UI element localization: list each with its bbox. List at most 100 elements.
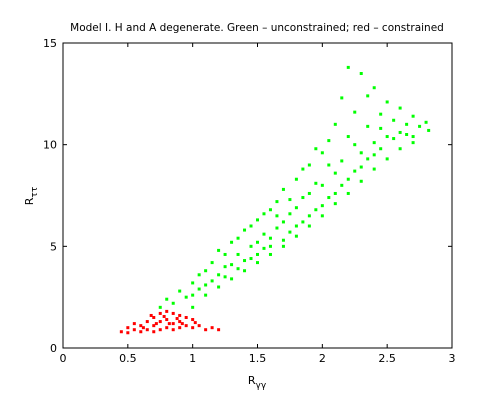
scatter-point bbox=[236, 267, 240, 271]
scatter-point bbox=[217, 248, 221, 252]
scatter-point bbox=[217, 328, 221, 332]
scatter-point bbox=[359, 165, 363, 169]
scatter-point bbox=[320, 183, 324, 187]
scatter-point bbox=[230, 240, 234, 244]
scatter-point bbox=[346, 135, 350, 139]
scatter-point bbox=[152, 330, 156, 334]
scatter-point bbox=[262, 232, 266, 236]
scatter-point bbox=[385, 157, 389, 161]
scatter-point bbox=[223, 275, 227, 279]
scatter-point bbox=[158, 328, 162, 332]
scatter-point bbox=[165, 297, 169, 301]
y-tick-label: 0 bbox=[50, 342, 57, 355]
scatter-point bbox=[359, 151, 363, 155]
scatter-point bbox=[167, 322, 171, 326]
scatter-point bbox=[197, 287, 201, 291]
x-tick-label: 3 bbox=[449, 352, 456, 365]
scatter-point bbox=[392, 118, 396, 122]
scatter-point bbox=[217, 273, 221, 277]
scatter-point bbox=[152, 316, 156, 319]
scatter-point bbox=[249, 257, 253, 261]
scatter-point bbox=[191, 293, 195, 297]
scatter-point bbox=[366, 94, 370, 98]
scatter-point bbox=[139, 330, 143, 334]
y-label-base: R bbox=[23, 197, 36, 205]
scatter-point bbox=[353, 143, 357, 147]
x-axis-label: Rγγ bbox=[248, 374, 267, 391]
scatter-point bbox=[204, 293, 208, 297]
x-label-base: R bbox=[248, 374, 256, 387]
x-tick-label: 0.5 bbox=[119, 352, 137, 365]
scatter-point bbox=[268, 252, 272, 256]
scatter-point bbox=[223, 265, 227, 269]
scatter-point bbox=[204, 269, 208, 273]
scatter-point bbox=[223, 252, 227, 256]
scatter-point bbox=[243, 259, 247, 263]
chart-title: Model I. H and A degenerate. Green – unc… bbox=[70, 22, 444, 34]
scatter-point bbox=[275, 200, 279, 204]
scatter-point bbox=[158, 311, 162, 315]
scatter-point bbox=[314, 147, 318, 151]
scatter-point bbox=[294, 206, 298, 210]
scatter-point bbox=[340, 96, 344, 100]
scatter-point bbox=[256, 240, 259, 244]
scatter-point bbox=[175, 317, 179, 321]
scatter-point bbox=[275, 214, 279, 218]
scatter-point bbox=[262, 246, 266, 250]
scatter-point bbox=[346, 191, 350, 195]
scatter-point bbox=[281, 187, 285, 191]
scatter-point bbox=[405, 122, 409, 126]
scatter-point bbox=[268, 208, 272, 212]
scatter-point bbox=[158, 305, 162, 309]
scatter-point bbox=[281, 244, 285, 248]
y-tick-label: 10 bbox=[43, 139, 57, 152]
scatter-point bbox=[366, 157, 370, 161]
scatter-point bbox=[126, 326, 130, 330]
scatter-point bbox=[327, 163, 331, 167]
x-tick-label: 1.5 bbox=[249, 352, 267, 365]
scatter-point bbox=[191, 305, 195, 309]
scatter-point bbox=[398, 130, 402, 134]
scatter-point bbox=[204, 283, 208, 287]
scatter-point bbox=[372, 153, 376, 157]
scatter-point bbox=[178, 326, 182, 330]
scatter-point bbox=[268, 236, 272, 240]
scatter-point bbox=[359, 179, 363, 183]
scatter-point bbox=[359, 72, 363, 75]
x-tick-label: 0 bbox=[60, 352, 67, 365]
scatter-point bbox=[353, 110, 357, 114]
scatter-point bbox=[217, 285, 221, 289]
x-tick-label: 2.5 bbox=[378, 352, 396, 365]
scatter-point bbox=[178, 313, 182, 317]
y-axis-label: Rττ bbox=[23, 187, 40, 206]
scatter-point bbox=[281, 220, 285, 224]
scatter-point bbox=[171, 328, 175, 332]
scatter-point bbox=[398, 106, 402, 110]
scatter-point bbox=[197, 273, 201, 277]
scatter-point bbox=[236, 252, 240, 256]
scatter-point bbox=[372, 86, 376, 90]
scatter-point bbox=[314, 208, 318, 212]
scatter-point bbox=[379, 112, 383, 116]
scatter-point bbox=[346, 177, 350, 181]
x-tick-label: 2 bbox=[319, 352, 326, 365]
scatter-point bbox=[320, 204, 324, 208]
scatter-point bbox=[385, 100, 389, 104]
scatter-point bbox=[320, 151, 324, 155]
scatter-point bbox=[294, 177, 298, 181]
scatter-point bbox=[171, 301, 175, 305]
scatter-point bbox=[307, 224, 311, 228]
scatter-point bbox=[307, 163, 311, 167]
scatter-point bbox=[333, 191, 337, 195]
scatter-point bbox=[141, 326, 145, 330]
y-tick-label: 5 bbox=[50, 240, 57, 253]
x-tick-label: 1 bbox=[189, 352, 196, 365]
y-label-subscript: ττ bbox=[30, 187, 40, 198]
scatter-point bbox=[262, 212, 266, 216]
scatter-point bbox=[204, 328, 208, 332]
scatter-point bbox=[366, 124, 370, 128]
scatter-point bbox=[424, 120, 428, 124]
scatter-point bbox=[327, 139, 331, 143]
scatter-point bbox=[249, 244, 253, 248]
scatter-point bbox=[288, 198, 292, 202]
